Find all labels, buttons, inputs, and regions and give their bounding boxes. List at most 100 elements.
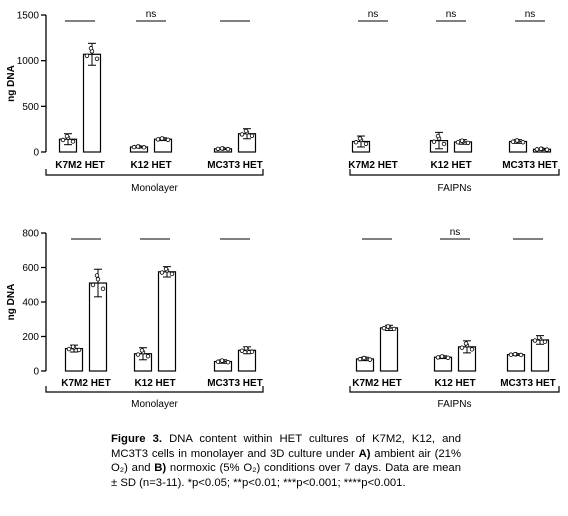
data-point: [445, 355, 451, 360]
significance-label: ns: [146, 9, 157, 20]
data-point: [70, 139, 76, 144]
category-label: K12 HET: [130, 160, 171, 171]
group-bracket: [349, 386, 560, 393]
significance-label: ns: [446, 9, 457, 20]
data-point: [225, 146, 231, 152]
data-point: [159, 270, 165, 275]
data-point: [139, 348, 145, 353]
data-point: [155, 137, 161, 142]
data-point: [249, 133, 255, 139]
data-point: [514, 138, 520, 143]
figure-caption: Figure 3. DNA content within HET culture…: [111, 432, 461, 490]
group-label: Monolayer: [131, 183, 178, 194]
group-label: Monolayer: [131, 399, 178, 410]
significance-label: ns: [368, 9, 379, 20]
category-label: MC3T3 HET: [502, 160, 558, 171]
data-point: [70, 344, 76, 349]
data-point: [60, 137, 66, 143]
data-point: [239, 348, 245, 353]
data-point: [538, 146, 544, 151]
y-tick-label: 1500: [17, 11, 40, 22]
data-point: [385, 324, 391, 329]
data-point: [435, 355, 441, 360]
category-label: MC3T3 HET: [207, 160, 263, 171]
data-point: [159, 136, 165, 141]
category-label: MC3T3 HET: [500, 378, 556, 389]
group-bracket: [45, 386, 264, 393]
data-point: [88, 46, 94, 51]
category-label: K12 HET: [434, 378, 475, 389]
data-point: [381, 326, 387, 331]
data-point: [165, 137, 171, 142]
y-tick-label: 1000: [17, 56, 40, 67]
significance-label: ns: [450, 227, 461, 238]
y-axis-label: ng DNA: [6, 284, 17, 321]
data-point: [532, 338, 538, 343]
data-point: [518, 352, 524, 358]
data-point: [169, 271, 175, 277]
significance-label: ns: [525, 9, 536, 20]
category-label: K12 HET: [430, 160, 471, 171]
caption-text-2: ambient air (21% O₂) and: [111, 447, 461, 475]
data-point: [225, 360, 231, 365]
data-point: [94, 56, 100, 61]
data-point: [534, 147, 540, 152]
bar: [157, 271, 177, 372]
data-point: [90, 282, 96, 288]
category-label: K7M2 HET: [348, 160, 397, 171]
data-point: [512, 351, 518, 357]
figure: 0 500 1000 1500 ng DNA K7M2 HET ns K12 HET MC3T3…: [6, 9, 560, 410]
caption-text-3: normoxic (5% O₂) conditions over 7 days.…: [111, 462, 461, 489]
data-point: [536, 335, 542, 340]
data-point: [544, 147, 550, 152]
data-point: [243, 128, 249, 134]
data-point: [542, 339, 548, 344]
group-label: FAIPNs: [438, 183, 472, 194]
data-point: [469, 347, 475, 352]
data-point: [66, 346, 72, 352]
data-point: [520, 140, 526, 145]
category-label: MC3T3 HET: [207, 378, 263, 389]
group-bracket: [45, 169, 264, 176]
y-tick-label: 0: [33, 367, 39, 378]
caption-label: Figure 3.: [111, 433, 163, 445]
data-point: [439, 354, 445, 359]
caption-panel-b: B): [154, 462, 167, 475]
data-point: [435, 133, 441, 139]
category-label: K7M2 HET: [352, 378, 401, 389]
y-tick-label: 800: [22, 229, 39, 240]
data-point: [84, 53, 90, 58]
data-point: [363, 141, 369, 146]
data-point: [243, 346, 249, 351]
data-point: [459, 138, 465, 143]
caption-panel-a: A): [358, 447, 371, 460]
y-axis-label: ng DNA: [6, 65, 17, 102]
data-point: [508, 352, 514, 357]
data-point: [361, 355, 367, 361]
data-point: [219, 146, 225, 151]
data-point: [357, 356, 363, 362]
y-tick-label: 500: [22, 102, 39, 113]
y-tick-label: 600: [22, 263, 39, 274]
data-point: [219, 358, 225, 363]
bar: [506, 354, 526, 372]
data-point: [463, 341, 469, 346]
chart-panel-B: [41, 232, 560, 393]
data-point: [64, 133, 70, 139]
data-point: [357, 136, 363, 141]
data-point: [459, 345, 465, 350]
data-point: [141, 145, 147, 150]
data-point: [100, 286, 106, 291]
data-point: [510, 139, 516, 144]
data-point: [135, 144, 141, 149]
group-label: FAIPNs: [438, 399, 472, 410]
data-point: [145, 354, 151, 359]
bar: [82, 53, 102, 153]
data-point: [95, 277, 101, 282]
category-label: K7M2 HET: [61, 378, 110, 389]
data-point: [163, 266, 169, 272]
chart-panel-A: [41, 14, 560, 176]
category-label: K12 HET: [134, 378, 175, 389]
data-point: [131, 144, 137, 150]
y-tick-label: 0: [33, 148, 39, 159]
